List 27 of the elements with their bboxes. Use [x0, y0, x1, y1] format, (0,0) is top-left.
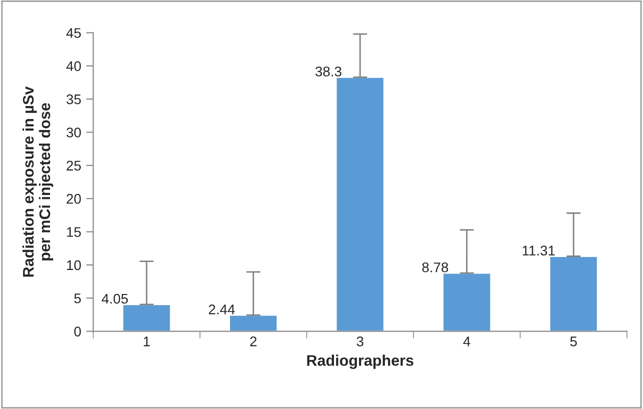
x-tick-label: 1	[144, 336, 150, 346]
y-tick-label: 5	[74, 294, 81, 304]
x-axis-title: Radiographers	[307, 354, 414, 369]
bar	[442, 272, 492, 332]
y-tick-label: 40	[66, 61, 81, 72]
data-label: 2.44	[208, 304, 235, 314]
bar	[122, 304, 172, 332]
data-label: 8.78	[422, 262, 448, 272]
data-label: 4.05	[102, 294, 128, 304]
y-tick-label: 15	[67, 227, 81, 237]
y-tick-label: 20	[66, 194, 81, 204]
x-tick-label: 2	[250, 336, 257, 346]
y-tick-label: 0	[74, 326, 81, 336]
data-label: 38.3	[315, 66, 342, 76]
bar	[548, 256, 598, 332]
data-label: 11.31	[522, 246, 555, 256]
y-tick-label: 30	[66, 128, 81, 138]
x-tick-label: 4	[463, 336, 470, 346]
y-tick-label: 25	[66, 160, 81, 171]
bar	[228, 314, 278, 332]
y-tick-label: 45	[66, 28, 81, 38]
y-tick-label: 10	[67, 260, 81, 270]
y-tick-label: 35	[66, 94, 81, 104]
bar	[335, 76, 385, 332]
x-tick-label: 5	[570, 336, 577, 346]
y-axis-title: Radiation exposure in µSv per mCi injected dose	[22, 86, 54, 277]
x-tick-label: 3	[356, 336, 364, 346]
